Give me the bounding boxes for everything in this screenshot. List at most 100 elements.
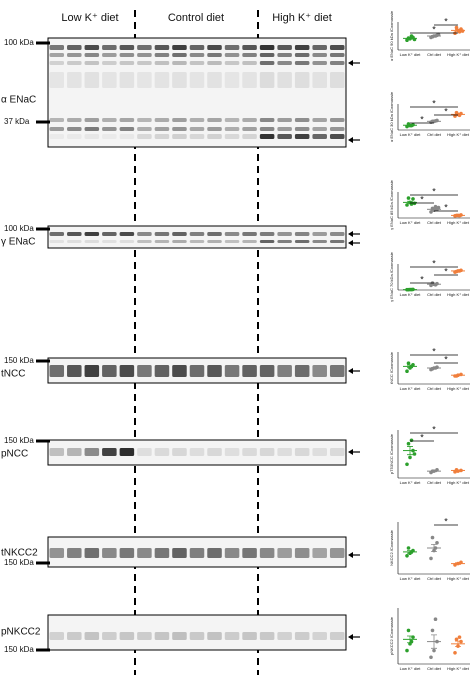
error-bar (407, 37, 413, 40)
band (329, 72, 345, 88)
size-marker: 100 kDa (4, 224, 34, 233)
band (277, 127, 292, 131)
error-bar (407, 635, 413, 644)
band (119, 240, 135, 243)
band (259, 448, 275, 456)
band (102, 448, 117, 456)
band (102, 72, 117, 88)
error-bar (407, 550, 413, 554)
band (242, 365, 257, 377)
band (294, 61, 310, 65)
band (102, 365, 117, 377)
data-point (430, 628, 435, 633)
band (259, 127, 275, 131)
band (84, 448, 100, 456)
band (119, 448, 135, 456)
x-tick-label: Low K⁺ diet (400, 292, 422, 297)
band (172, 448, 187, 456)
data-point (405, 369, 409, 374)
band (154, 365, 170, 377)
band (277, 548, 292, 558)
band (189, 53, 205, 57)
data-point (435, 541, 439, 545)
data-point (408, 455, 412, 460)
band (84, 134, 100, 139)
band (224, 632, 240, 640)
band (329, 632, 345, 640)
band (137, 45, 152, 50)
error-bar (455, 374, 461, 376)
band (154, 632, 170, 640)
band (119, 365, 135, 377)
band (277, 45, 292, 50)
band (102, 632, 117, 640)
size-marker: 150 kDa (4, 558, 34, 567)
band (67, 127, 82, 131)
band (137, 448, 152, 456)
significance-label: * (432, 186, 436, 196)
band (224, 61, 240, 65)
band (102, 45, 117, 50)
band (224, 448, 240, 456)
band (312, 232, 327, 236)
band (189, 548, 205, 558)
band (84, 240, 100, 243)
band (67, 448, 82, 456)
significance-label: * (420, 194, 424, 204)
band (294, 45, 310, 50)
error-bar (455, 562, 461, 565)
band (329, 53, 345, 57)
x-tick-label: High K⁺ diet (447, 480, 470, 485)
band (172, 118, 187, 122)
band (154, 127, 170, 131)
significance-label: * (444, 516, 448, 526)
band (119, 632, 135, 640)
band (189, 61, 205, 65)
band (67, 365, 82, 377)
x-tick-label: High K⁺ diet (447, 220, 470, 225)
band (277, 72, 292, 88)
band (207, 45, 222, 50)
significance-label: * (420, 432, 424, 442)
band (189, 232, 205, 236)
error-bar (455, 640, 461, 647)
x-tick-label: Ctrl diet (427, 386, 442, 391)
band (312, 53, 327, 57)
error-bar (455, 270, 461, 272)
arrow-head (348, 231, 353, 237)
band (154, 232, 170, 236)
band (312, 448, 327, 456)
band (242, 118, 257, 122)
group-label: Control diet (168, 12, 224, 24)
data-point (457, 635, 462, 639)
error-bar (431, 35, 437, 37)
error-bar (431, 208, 437, 211)
band (172, 232, 187, 236)
size-marker: 100 kDa (4, 38, 34, 47)
band (207, 365, 222, 377)
band (189, 72, 205, 88)
band (259, 548, 275, 558)
x-tick-label: Low K⁺ diet (400, 220, 422, 225)
band (67, 45, 82, 50)
significance-label: * (432, 424, 436, 434)
band (49, 134, 65, 139)
band (294, 448, 310, 456)
data-point (406, 546, 411, 550)
band (329, 134, 345, 139)
band (137, 365, 152, 377)
band (242, 448, 257, 456)
band (259, 232, 275, 236)
data-point (433, 204, 438, 209)
band (137, 548, 152, 558)
band (84, 61, 100, 65)
band (242, 240, 257, 243)
significance-label: * (444, 106, 448, 116)
band (67, 240, 82, 243)
band (172, 61, 187, 65)
band (312, 61, 327, 65)
significance-label: * (432, 98, 436, 108)
band (102, 232, 117, 236)
band (189, 365, 205, 377)
band (294, 365, 310, 377)
